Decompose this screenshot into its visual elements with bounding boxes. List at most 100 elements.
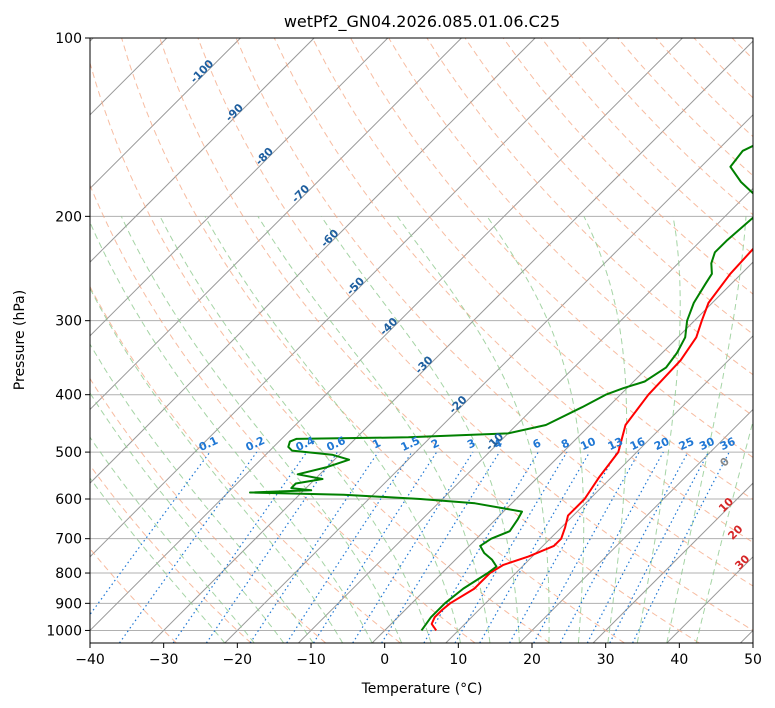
x-tick-label: 30 [597,652,615,668]
isotherm-line [90,38,389,337]
isotherm-line [90,38,536,484]
isotherm-label: -70 [289,182,312,205]
dashed-line-label: 30 [732,552,752,572]
mixing-ratio-line [312,451,438,643]
dry-adiabat [617,38,753,177]
isotherm-label: -80 [253,145,276,168]
dry-adiabat [693,38,753,99]
dry-adiabat [541,38,753,255]
x-tick-label: 0 [380,652,389,668]
dry-adiabat [90,183,476,643]
x-tick-label: −40 [75,652,105,668]
mixing-ratio-line [172,451,308,643]
x-tick-label: −30 [149,652,179,668]
mixing-ratio-line [423,451,539,643]
y-tick-label: 700 [55,532,82,548]
mixing-ratio-label: 36 [718,435,738,453]
moist-adiabat [90,392,285,643]
y-tick-label: 1000 [46,623,82,639]
dry-adiabat [90,377,327,643]
y-tick-label: 800 [55,566,82,582]
mixing-ratio-label: 16 [628,435,648,453]
x-tick-label: −20 [223,652,253,668]
mixing-ratio-line [286,451,413,643]
dry-adiabat [121,38,625,643]
isotherm-line [90,38,315,263]
dry-adiabat [311,38,753,501]
x-tick-label: −10 [296,652,326,668]
isotherm-label: -100 [188,57,217,86]
moist-adiabat [120,216,403,643]
x-axis-title: Temperature (°C) [361,681,483,697]
x-tick-label: 50 [744,652,762,668]
x-tick-label: 40 [670,652,688,668]
dewpoint-profile-line [249,144,753,631]
isotherm-line [90,38,462,411]
moist-adiabat [159,216,432,643]
mixing-ratio-line [454,451,568,643]
mixing-ratio-label: 13 [606,435,625,453]
dry-adiabat [90,464,252,643]
mixing-ratio-label: 25 [677,435,696,453]
mixing-ratio-line [381,451,501,643]
moist-adiabat [320,216,520,643]
mixing-ratio-label: 0.4 [294,434,317,454]
isotherm-label: -30 [412,353,435,376]
mixing-ratio-label: 0.1 [197,434,220,454]
isotherm-label: -60 [318,227,341,250]
moist-adiabat [486,216,585,643]
y-axis-title: Pressure (hPa) [12,290,28,390]
dry-adiabat [502,38,753,295]
dry-adiabat [197,38,753,631]
isotherm-line [740,629,753,643]
mixing-ratio-label: 6 [531,436,544,451]
moist-adiabat-label: 0 [717,455,732,470]
dry-adiabat [90,285,401,643]
dashed-line-label: 40 [756,580,775,600]
moist-adiabat [90,287,344,643]
dry-adiabat [235,38,753,587]
moist-adiabat [583,216,628,643]
moist-adiabat [396,216,550,643]
mixing-ratio-label: 30 [697,435,717,453]
isotherm-label: -40 [377,315,400,338]
mixing-ratio-line [586,451,689,643]
dashed-line-label: 20 [725,522,745,542]
y-tick-label: 200 [55,209,82,225]
mixing-ratio-line [632,451,730,643]
moist-adiabat [90,436,255,643]
isotherm-line [445,335,753,643]
moist-adiabat [636,216,681,643]
isotherm-line [90,38,683,632]
dry-adiabat [273,38,753,544]
isotherm-line [519,408,753,643]
moist-adiabat [90,221,373,643]
x-tick-label: 20 [523,652,541,668]
mixing-ratio-label: 0.6 [324,434,347,454]
isotherm-line [90,38,610,558]
mixing-ratio-line [559,451,664,643]
y-tick-label: 400 [55,388,82,404]
isotherm-label: -20 [446,393,469,416]
dry-adiabat [388,38,753,417]
y-tick-label: 500 [55,445,82,461]
mixing-ratio-label: 20 [652,435,672,453]
dry-adiabat [579,38,753,216]
y-tick-label: 600 [55,492,82,508]
moist-adiabat [666,216,747,643]
chart-title: wetPf2_GN04.2026.085.01.06.C25 [284,12,560,32]
dry-adiabat [655,38,753,138]
mixing-ratio-line [119,451,258,643]
isotherm-line [90,38,241,190]
dry-adiabat [350,38,753,459]
moist-adiabat [204,216,461,643]
dry-adiabat [90,61,551,643]
isotherm-line [224,114,753,643]
isotherm-label: -90 [223,101,246,124]
moist-adiabat [90,343,314,643]
dashed-line-label: 10 [716,495,736,515]
mixing-ratio-line [352,451,474,643]
plot-frame [89,37,754,644]
